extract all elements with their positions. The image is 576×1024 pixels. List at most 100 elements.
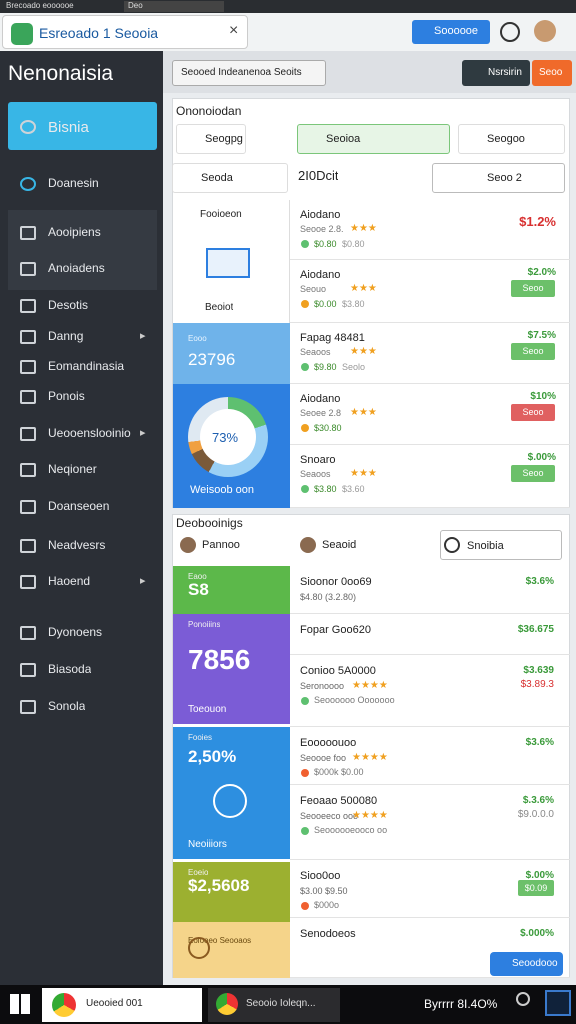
sidebar-icon <box>20 575 36 589</box>
status-badge[interactable]: Seoo <box>511 280 555 297</box>
sidebar-item[interactable]: Ponois <box>48 389 85 403</box>
row <box>290 655 570 727</box>
filter-chip[interactable]: Seoioa <box>297 124 450 154</box>
status-badge[interactable]: Seoo <box>511 404 555 421</box>
row-value: $3.639 <box>523 665 554 676</box>
row-name[interactable]: Fopar Goo620 <box>300 624 371 636</box>
row-name[interactable]: Senodoeos <box>300 928 356 940</box>
tab[interactable]: Brecoado eoooooe <box>6 1 74 10</box>
sidebar-icon <box>20 427 36 441</box>
row-price: $30.80 <box>314 423 342 433</box>
filter-chip[interactable]: Seoda <box>172 163 288 193</box>
row-value: $.000% <box>520 928 554 939</box>
tile-label: Eoeio <box>188 868 209 877</box>
tab[interactable]: Deo <box>124 1 224 12</box>
sidebar-icon <box>20 663 36 677</box>
row-value: $10% <box>530 391 556 402</box>
filter-chip[interactable]: Snoibia <box>440 530 562 560</box>
row-name[interactable]: Conioo 5A0000 <box>300 665 376 677</box>
row-value: $7.5% <box>527 330 556 341</box>
status-badge[interactable]: Seoo <box>511 343 555 360</box>
row-value-2: $9.0.0.0 <box>517 809 554 820</box>
status-dot <box>301 240 309 248</box>
tile-value: S8 <box>188 580 209 599</box>
ring-label: Weisoob oon <box>190 484 255 496</box>
sidebar-item[interactable]: Danng <box>48 329 84 343</box>
tray-icon <box>516 992 530 1006</box>
row <box>290 727 570 785</box>
row-name[interactable]: Aiodano <box>300 209 341 221</box>
row-value: $3.6% <box>525 737 554 748</box>
row-meta: $3.00 $9.50 <box>300 886 348 896</box>
status-badge[interactable]: $0.09 <box>518 880 554 896</box>
toolbar-button[interactable]: Nsrsirin <box>462 60 530 86</box>
search-box[interactable]: Seoo 2 <box>432 163 565 193</box>
stat-value: 23796 <box>188 350 236 369</box>
fab-button[interactable]: Seoodooo <box>490 952 563 976</box>
row-sub: $000k $0.00 <box>314 767 364 777</box>
filter-chip[interactable]: Seogpg <box>176 124 246 154</box>
sidebar-item[interactable]: Haoend <box>48 574 91 588</box>
row-name[interactable]: Snoaro <box>300 454 336 466</box>
filter-chip[interactable]: Seaoid <box>322 539 357 551</box>
sidebar-item[interactable]: Eomandinasia <box>48 359 125 373</box>
tile-label: Ponoiiins <box>188 620 221 629</box>
row-price: $3.80 <box>314 484 337 494</box>
status-badge[interactable]: Seoo <box>511 465 555 482</box>
row-name[interactable]: Aiodano <box>300 393 341 405</box>
sidebar-item[interactable]: Anoiadens <box>48 261 105 275</box>
rating-stars: ★★★ <box>350 223 377 234</box>
sidebar-item[interactable]: Dyonoens <box>48 625 103 639</box>
row-sub: $000o <box>314 900 340 910</box>
feature-label: Beoiot <box>205 302 234 313</box>
browser-button[interactable]: Soooooe <box>412 20 490 44</box>
sidebar-item[interactable]: Aooipiens <box>48 225 101 239</box>
row-price: $9.80 <box>314 362 337 372</box>
sidebar-icon <box>20 626 36 640</box>
avatar[interactable] <box>534 20 556 42</box>
row-name[interactable]: Sioonor 0oo69 <box>300 576 372 588</box>
sidebar-item[interactable]: Neqioner <box>48 462 97 476</box>
rating-stars: ★★★★ <box>352 680 388 691</box>
row <box>290 566 570 614</box>
row-name[interactable]: Eooooouoo <box>300 737 357 749</box>
tab-title: Esreoado 1 Seooia <box>39 25 159 41</box>
icon[interactable] <box>500 22 520 42</box>
sidebar-item[interactable]: Doanseoen <box>48 499 110 513</box>
sidebar-item[interactable]: Doanesin <box>48 176 99 190</box>
row-value: $1.2% <box>519 214 556 229</box>
ring-hole <box>200 409 256 465</box>
tile-value: $2,5608 <box>188 876 250 895</box>
row-name[interactable]: Aiodano <box>300 269 341 281</box>
ring-value: 73% <box>212 430 239 445</box>
row <box>290 445 570 508</box>
chrome-icon <box>216 993 238 1015</box>
filter-chip[interactable]: Pannoo <box>202 539 240 551</box>
sidebar-item[interactable]: Ueooenslooinio <box>48 426 131 440</box>
row <box>290 260 570 323</box>
globe-icon <box>213 784 247 818</box>
row-name[interactable]: Feoaao 500080 <box>300 795 378 807</box>
sidebar-item[interactable]: Neadvesrs <box>48 538 106 552</box>
sidebar-item[interactable]: Biasoda <box>48 662 92 676</box>
row-name[interactable]: Sioo0oo <box>300 870 341 882</box>
status-dot <box>301 424 309 432</box>
tile-foot: Neoiiiors <box>188 839 227 850</box>
close-icon[interactable]: × <box>229 22 239 39</box>
tile <box>173 614 290 724</box>
start-button[interactable] <box>10 994 30 1014</box>
row-value-2: $3.89.3 <box>520 679 554 690</box>
sidebar-item[interactable]: Desotis <box>48 298 89 312</box>
active-tab[interactable]: Esreoado 1 Seooia × <box>2 15 248 49</box>
sidebar-icon <box>20 390 36 404</box>
dropdown[interactable]: Seooed Indeanenoa Seoits <box>172 60 326 86</box>
filter-chip[interactable]: Seogoo <box>458 124 565 154</box>
toolbar-button[interactable]: Seoo <box>532 60 572 86</box>
row-value: $.3.6% <box>522 795 554 806</box>
sidebar-item[interactable]: Sonola <box>48 699 86 713</box>
sidebar-item[interactable]: Bisnia <box>48 119 89 136</box>
stat-label: Eooo <box>188 334 207 343</box>
row-name[interactable]: Fapag 48481 <box>300 332 365 344</box>
row-meta: Seooe 2.8. <box>300 224 344 234</box>
